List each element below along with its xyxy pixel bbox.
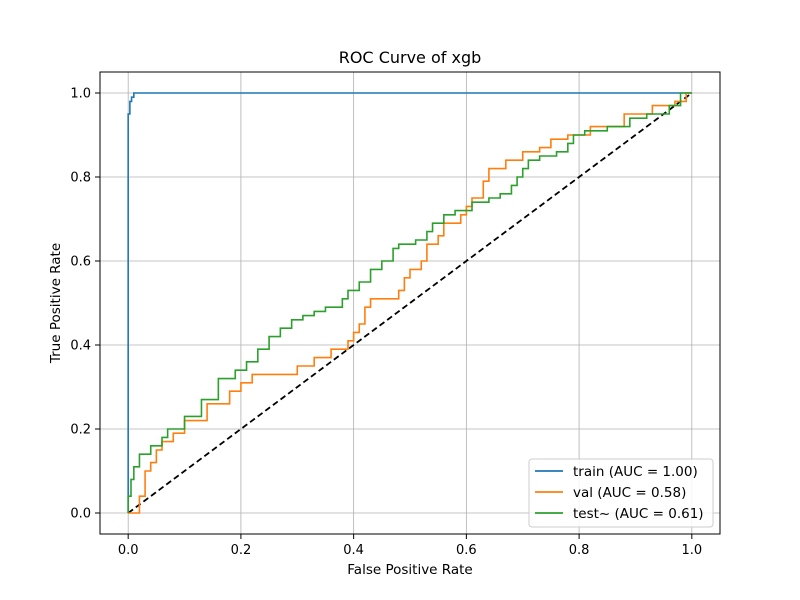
legend-label: test~ (AUC = 0.61): [573, 506, 704, 522]
legend-box: [528, 458, 714, 528]
y-tick-label: 0.2: [70, 423, 91, 438]
legend-label: train (AUC = 1.00): [573, 464, 698, 480]
chance-diagonal-line: [127, 92, 693, 514]
series-lines: [127, 92, 692, 514]
series-line-2: [127, 92, 692, 513]
y-tick-label: 0.8: [70, 171, 91, 186]
y-axis-label: True Positive Rate: [48, 243, 64, 364]
y-tick-label: 0.0: [70, 507, 91, 522]
diagonal-reference: [127, 92, 693, 514]
legend-label: val (AUC = 0.58): [573, 485, 686, 501]
x-tick-label: 0.8: [569, 543, 590, 558]
y-tick-label: 0.6: [70, 255, 91, 270]
x-tick-label: 0.4: [343, 543, 364, 558]
series-line-0: [127, 92, 692, 513]
chart-title: ROC Curve of xgb: [339, 48, 482, 67]
y-tick-label: 1.0: [70, 87, 91, 102]
grid: [100, 72, 720, 534]
plot-frame: [99, 71, 721, 535]
x-tick-label: 1.0: [681, 543, 702, 558]
x-tick-label: 0.2: [231, 543, 252, 558]
x-tick-label: 0.0: [118, 543, 139, 558]
legend: train (AUC = 1.00) val (AUC = 0.58) test~ …: [528, 458, 714, 528]
x-tick-label: 0.6: [456, 543, 477, 558]
x-axis-label: False Positive Rate: [347, 562, 472, 578]
y-tick-label: 0.4: [70, 339, 91, 354]
axis-ticks: 0.0 0.2 0.4 0.6 0.8 1.0 0.0 0.2 0.4 0.6 0.8 1.0: [70, 87, 702, 559]
